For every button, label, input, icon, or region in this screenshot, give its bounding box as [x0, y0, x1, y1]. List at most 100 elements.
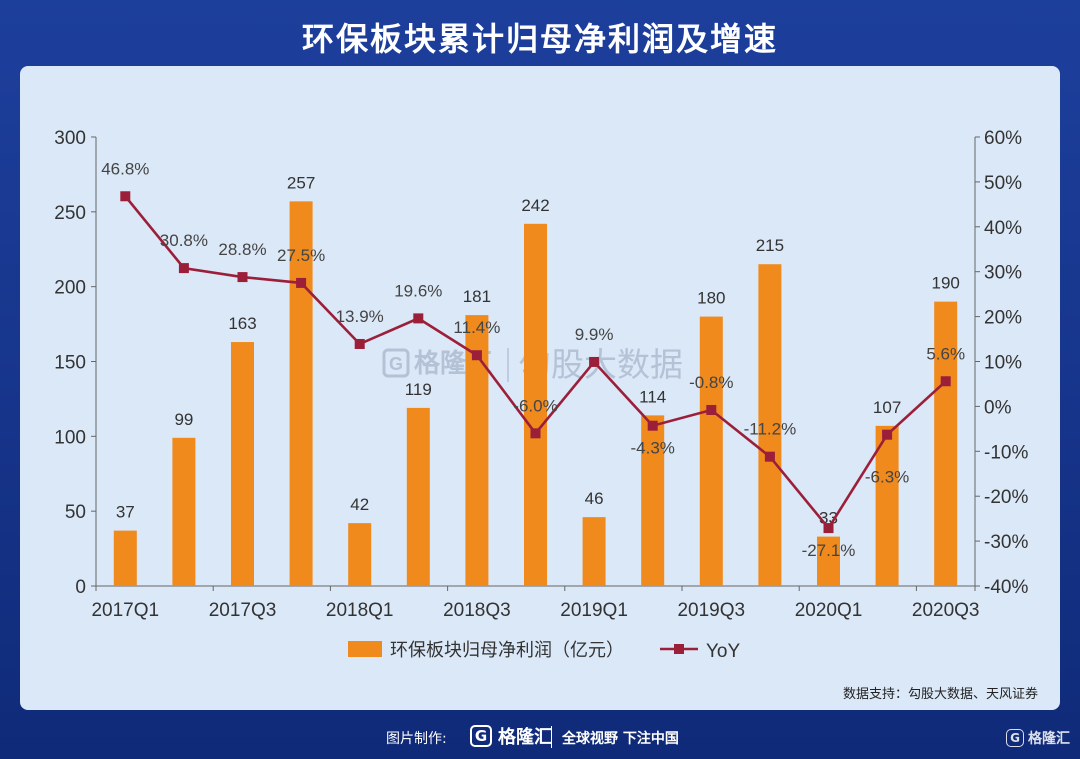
x-tick-label: 2018Q3 — [443, 600, 511, 621]
footer-brand: G 格隆汇 — [470, 723, 552, 749]
bar-value-label: 163 — [228, 314, 256, 333]
bar — [406, 407, 430, 586]
yoy-point — [413, 313, 424, 324]
bar — [817, 536, 840, 586]
bar — [465, 315, 489, 586]
y-left-tick-label: 300 — [54, 128, 86, 149]
x-tick-label: 2020Q1 — [795, 600, 863, 621]
x-tick-label: 2020Q3 — [912, 600, 980, 621]
watermark-logo-letter: G — [389, 354, 403, 374]
x-tick-label: 2017Q1 — [91, 600, 159, 621]
footer: 图片制作: G 格隆汇 全球视野 下注中国 G 格隆汇 — [0, 720, 1080, 756]
bar — [699, 316, 723, 586]
yoy-value-label: 13.9% — [336, 307, 384, 326]
bar — [289, 201, 313, 586]
bar — [524, 223, 547, 586]
brand-name: 格隆汇 — [498, 727, 552, 748]
yoy-value-label: -4.3% — [630, 439, 674, 458]
bar-value-label: 215 — [756, 236, 784, 255]
yoy-point — [237, 272, 248, 283]
y-right-tick-label: 50% — [984, 173, 1022, 194]
y-right-tick-label: 60% — [984, 128, 1022, 149]
yoy-value-label: 11.4% — [453, 318, 500, 337]
yoy-value-label: 46.8% — [101, 159, 149, 178]
bar-value-label: 190 — [932, 274, 960, 293]
yoy-value-label: 30.8% — [160, 231, 208, 250]
yoy-point — [647, 420, 658, 431]
x-tick-label: 2017Q3 — [209, 600, 277, 621]
bar — [113, 530, 137, 586]
corner-brand-name: 格隆汇 — [1028, 731, 1070, 747]
yoy-point — [120, 191, 131, 202]
y-left-tick-label: 250 — [54, 203, 86, 224]
yoy-value-label: -11.2% — [744, 420, 797, 439]
credit-label: 图片制作: — [386, 731, 447, 747]
bar-value-label: 42 — [350, 495, 369, 514]
yoy-point — [354, 338, 365, 349]
yoy-point — [471, 350, 482, 361]
yoy-point — [706, 404, 717, 415]
y-right-tick-label: 30% — [984, 263, 1022, 284]
bar — [231, 342, 254, 586]
legend-line-label: YoY — [706, 641, 740, 662]
bar-value-label: 242 — [521, 196, 549, 215]
bar-value-label: 119 — [405, 380, 432, 399]
y-left-tick-label: 50 — [65, 502, 86, 523]
legend-line-marker — [674, 644, 684, 654]
bar-value-label: 46 — [585, 489, 604, 508]
source-note: 数据支持：勾股大数据、天风证券 — [842, 687, 1038, 702]
chart-title: 环保板块累计归母净利润及增速 — [301, 20, 778, 58]
y-right-tick-label: 20% — [984, 308, 1022, 329]
yoy-point — [296, 277, 307, 288]
y-right-tick-label: 10% — [984, 353, 1022, 374]
bar-value-label: 107 — [873, 398, 901, 417]
legend-bar-label: 环保板块归母净利润（亿元） — [390, 640, 624, 661]
bar-value-label: 181 — [463, 287, 491, 306]
y-left-tick-label: 150 — [54, 353, 86, 374]
bar — [348, 523, 372, 586]
brand-logo-icon: G — [470, 725, 492, 747]
y-right-tick-label: -30% — [984, 532, 1028, 553]
yoy-point — [764, 451, 775, 462]
bar — [172, 437, 196, 586]
watermark-logo-icon — [382, 348, 410, 378]
bar-value-label: 37 — [116, 503, 135, 522]
yoy-value-label: -6.0% — [513, 396, 557, 415]
yoy-point — [589, 356, 600, 367]
chart-card: G 格隆汇 勾股大数据 0 50 100 150 200 250 300 -40% -30% -20% -… — [20, 66, 1060, 710]
y-right-tick-label: 40% — [984, 218, 1022, 239]
y-left-tick-label: 0 — [75, 577, 86, 598]
yoy-point — [882, 429, 893, 440]
x-tick-label: 2019Q1 — [560, 600, 628, 621]
x-tick-label: 2018Q1 — [326, 600, 394, 621]
yoy-point — [823, 523, 834, 534]
bar — [582, 517, 606, 586]
yoy-value-label: 28.8% — [218, 240, 266, 259]
legend-bar-swatch — [348, 641, 382, 657]
y-right-tick-label: -10% — [984, 442, 1028, 463]
yoy-value-label: -0.8% — [689, 373, 733, 392]
bar-value-label: 257 — [287, 173, 315, 192]
y-right-tick-label: -40% — [984, 577, 1028, 598]
yoy-value-label: -6.3% — [865, 468, 909, 487]
footer-brand-right: G 格隆汇 — [1006, 728, 1070, 748]
yoy-value-label: 19.6% — [394, 281, 442, 300]
yoy-value-label: 27.5% — [277, 246, 325, 265]
bar-value-label: 180 — [697, 289, 725, 308]
y-right-tick-label: 0% — [984, 397, 1012, 418]
bar — [641, 415, 665, 586]
yoy-point — [178, 263, 189, 274]
bar-value-label: 99 — [174, 410, 193, 429]
yoy-point — [530, 428, 541, 439]
yoy-point — [940, 376, 951, 387]
y-left-tick-label: 200 — [54, 278, 86, 299]
bar-value-label: 114 — [639, 387, 666, 406]
bar — [875, 425, 899, 586]
y-right-tick-label: -20% — [984, 487, 1028, 508]
yoy-value-label: 5.6% — [926, 344, 965, 363]
chart-svg: G 格隆汇 勾股大数据050100150200250300-40%-30%-20%-… — [54, 128, 1028, 662]
bar — [934, 301, 958, 586]
footer-divider — [551, 726, 552, 748]
yoy-value-label: 9.9% — [575, 325, 614, 344]
bar — [758, 264, 782, 586]
